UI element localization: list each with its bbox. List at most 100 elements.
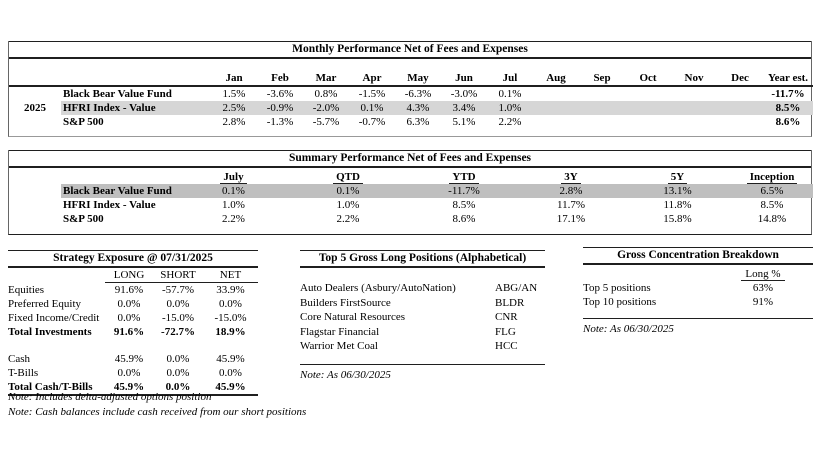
summary-header-3y: 3Y (518, 168, 624, 184)
strategy-row-tbills: T-Bills 0.0% 0.0% 0.0% (8, 366, 258, 380)
value-cell: -3.0% (450, 88, 478, 100)
value-cell: 2.8% (518, 184, 624, 198)
value-cell (533, 86, 579, 101)
position-ticker: BLDR (495, 296, 525, 309)
value-cell: 1.5% (222, 88, 246, 100)
row-label: Top 5 positions (583, 282, 651, 294)
summary-row-black-bear: Black Bear Value Fund 0.1% 0.1% -11.7% 2… (9, 184, 813, 198)
position-name: Flagstar Financial (300, 325, 380, 338)
summary-header-3y-label: 3Y (561, 171, 581, 184)
value-cell: 0.0% (166, 298, 190, 310)
strategy-header-gutter (8, 268, 105, 283)
value-cell: 45.9% (114, 353, 144, 365)
fund-name: S&P 500 (63, 213, 104, 225)
summary-row-hfri: HFRI Index - Value 1.0% 1.0% 8.5% 11.7% … (9, 198, 813, 212)
value-cell: 3.4% (441, 101, 487, 115)
gutter-cell (9, 212, 61, 226)
concentration-row-top5: Top 5 positions 63% (583, 281, 813, 295)
strategy-row-cash: Cash 45.9% 0.0% 45.9% (8, 352, 258, 366)
concentration-header-row: Long % (583, 267, 813, 281)
gutter-cell (9, 184, 61, 198)
value-cell (579, 86, 625, 101)
concentration-row-top10: Top 10 positions 91% (583, 295, 813, 309)
value-cell: 11.8% (663, 199, 692, 211)
summary-header-july-label: July (220, 171, 247, 184)
year-est-cell: 8.5% (763, 101, 813, 115)
top-positions-table: Auto Dealers (Asbury/AutoNation) ABG/AN … (300, 281, 545, 354)
position-name: Builders FirstSource (300, 296, 391, 309)
row-label: Equities (8, 283, 45, 296)
concentration-header-long-pct-label: Long % (741, 268, 785, 281)
concentration-panel: Gross Concentration Breakdown Long % Top… (583, 247, 813, 337)
year-label: 2025 (9, 86, 61, 129)
value-cell: 91.6% (114, 284, 144, 296)
value-cell: -0.9% (257, 101, 303, 115)
value-cell: 0.0% (166, 353, 190, 365)
strategy-exposure-panel: Strategy Exposure @ 07/31/2025 LONG SHOR… (8, 250, 258, 396)
top-positions-list: Auto Dealers (Asbury/AutoNation) ABG/AN … (300, 281, 545, 365)
value-cell (625, 86, 671, 101)
summary-performance-table: July QTD YTD 3Y 5Y Inception Black Bear … (9, 168, 813, 226)
value-cell (671, 86, 717, 101)
value-cell: 0.0% (117, 298, 141, 310)
value-cell: 6.5% (731, 184, 813, 198)
strategy-row-total-cash: Total Cash/T-Bills 45.9% 0.0% 45.9% (8, 380, 258, 396)
value-cell: -0.7% (358, 116, 386, 128)
value-cell: 0.0% (117, 312, 141, 324)
value-cell: 0.0% (219, 367, 242, 379)
month-header-dec: Dec (717, 71, 763, 87)
row-label: Top 10 positions (583, 296, 657, 308)
fund-name: Black Bear Value Fund (63, 88, 172, 100)
summary-header-inception: Inception (731, 168, 813, 184)
monthly-performance-table: Jan Feb Mar Apr May Jun Jul Aug Sep Oct … (9, 71, 813, 129)
year-est-cell: -11.7% (771, 88, 805, 100)
strategy-exposure-title: Strategy Exposure @ 07/31/2025 (8, 250, 258, 268)
value-cell: 8.5% (760, 199, 784, 211)
month-header-mar: Mar (303, 71, 349, 87)
month-header-oct: Oct (625, 71, 671, 87)
monthly-header-name (61, 71, 211, 87)
value-cell: 33.9% (216, 284, 245, 296)
value-cell: 8.6% (452, 213, 476, 225)
value-cell: -2.0% (303, 101, 349, 115)
value-cell: 0.0% (166, 367, 190, 379)
top-positions-title: Top 5 Gross Long Positions (Alphabetical… (300, 250, 545, 268)
value-cell (579, 101, 625, 115)
strategy-header-net: NET (203, 268, 258, 283)
gutter-cell (9, 198, 61, 212)
concentration-table: Long % Top 5 positions 63% Top 10 positi… (583, 267, 813, 309)
summary-header-july: July (181, 168, 286, 184)
concentration-header-gutter (583, 267, 713, 281)
position-row: Builders FirstSource BLDR (300, 296, 545, 311)
month-header-jul: Jul (487, 71, 533, 87)
strategy-header-short: SHORT (153, 268, 203, 283)
value-cell: -1.3% (266, 116, 294, 128)
strategy-row-fixed-income: Fixed Income/Credit 0.0% -15.0% -15.0% (8, 311, 258, 325)
value-cell (717, 115, 763, 129)
value-cell: -5.7% (312, 116, 340, 128)
monthly-row-sp500: S&P 500 2.8% -1.3% -5.7% -0.7% 6.3% 5.1%… (9, 115, 813, 129)
summary-header-5y: 5Y (624, 168, 731, 184)
position-name: Auto Dealers (Asbury/AutoNation) (300, 282, 456, 294)
value-cell: 1.0% (487, 101, 533, 115)
value-cell: 45.9% (216, 353, 245, 365)
fund-name: S&P 500 (63, 116, 104, 128)
value-cell: 6.3% (406, 116, 430, 128)
monthly-performance-section: Monthly Performance Net of Fees and Expe… (8, 41, 813, 137)
value-cell: 45.9% (105, 380, 153, 396)
value-cell: -15.0% (214, 312, 247, 324)
value-cell: -1.5% (358, 88, 386, 100)
monthly-header-gutter (9, 71, 61, 87)
value-cell: 11.7% (556, 199, 585, 211)
value-cell (671, 115, 717, 129)
value-cell: 0.0% (117, 367, 141, 379)
position-name: Core Natural Resources (300, 311, 406, 323)
summary-header-name (61, 168, 181, 184)
monthly-header-row: Jan Feb Mar Apr May Jun Jul Aug Sep Oct … (9, 71, 813, 87)
value-cell: 14.8% (757, 213, 787, 225)
position-ticker: FLG (495, 325, 516, 338)
strategy-notes: Note: Includes delta-adjusted options po… (8, 390, 306, 420)
position-row: Core Natural Resources CNR (300, 310, 545, 325)
summary-performance-title: Summary Performance Net of Fees and Expe… (9, 150, 811, 168)
month-header-jun: Jun (441, 71, 487, 87)
